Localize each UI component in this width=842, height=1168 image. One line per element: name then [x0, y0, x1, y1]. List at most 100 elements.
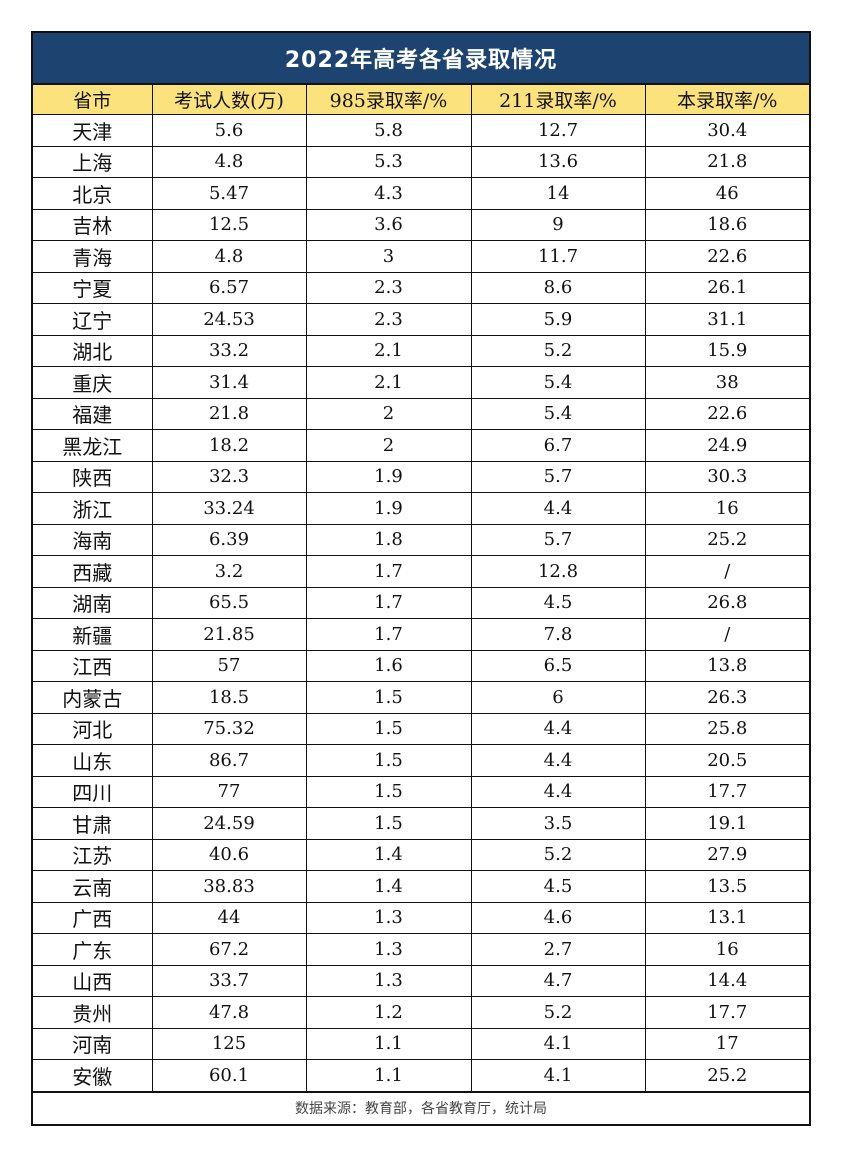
cell-985-rate: 1.6	[305, 649, 472, 682]
cell-examinees: 33.2	[151, 334, 307, 367]
cell-undergrad-rate: 17.7	[644, 996, 809, 1029]
cell-examinees: 44	[151, 901, 307, 934]
cell-undergrad-rate: 38	[644, 366, 809, 399]
cell-province: 贵州	[33, 996, 153, 1029]
cell-examinees: 33.24	[151, 492, 307, 525]
cell-examinees: 33.7	[151, 964, 307, 997]
cell-undergrad-rate: 15.9	[644, 334, 809, 367]
cell-undergrad-rate: 19.1	[644, 807, 809, 840]
cell-211-rate: 5.2	[470, 838, 646, 871]
cell-province: 新疆	[33, 618, 153, 651]
cell-undergrad-rate: /	[644, 555, 809, 588]
table-row: 重庆 31.4 2.1 5.4 38	[33, 366, 809, 399]
cell-examinees: 65.5	[151, 586, 307, 619]
cell-undergrad-rate: 25.2	[644, 523, 809, 556]
cell-211-rate: 4.4	[470, 744, 646, 777]
cell-211-rate: 4.1	[470, 1059, 646, 1092]
cell-undergrad-rate: 13.1	[644, 901, 809, 934]
cell-211-rate: 6	[470, 681, 646, 714]
cell-211-rate: 14	[470, 177, 646, 210]
cell-undergrad-rate: 26.8	[644, 586, 809, 619]
cell-examinees: 77	[151, 775, 307, 808]
cell-province: 山西	[33, 964, 153, 997]
cell-province: 海南	[33, 523, 153, 556]
cell-province: 广西	[33, 901, 153, 934]
table-row: 青海 4.8 3 11.7 22.6	[33, 240, 809, 273]
cell-province: 吉林	[33, 208, 153, 241]
cell-985-rate: 1.1	[305, 1027, 472, 1060]
table-row: 宁夏 6.57 2.3 8.6 26.1	[33, 271, 809, 304]
cell-examinees: 4.8	[151, 145, 307, 178]
cell-province: 黑龙江	[33, 429, 153, 462]
table-row: 陕西 32.3 1.9 5.7 30.3	[33, 460, 809, 493]
cell-undergrad-rate: 14.4	[644, 964, 809, 997]
cell-211-rate: 4.6	[470, 901, 646, 934]
cell-examinees: 32.3	[151, 460, 307, 493]
cell-985-rate: 2.1	[305, 334, 472, 367]
cell-province: 福建	[33, 397, 153, 430]
cell-examinees: 21.8	[151, 397, 307, 430]
cell-province: 山东	[33, 744, 153, 777]
cell-examinees: 5.47	[151, 177, 307, 210]
cell-undergrad-rate: /	[644, 618, 809, 651]
header-985-rate: 985录取率/%	[305, 85, 472, 115]
cell-province: 青海	[33, 240, 153, 273]
cell-examinees: 5.6	[151, 114, 307, 147]
cell-examinees: 60.1	[151, 1059, 307, 1092]
cell-undergrad-rate: 22.6	[644, 240, 809, 273]
cell-211-rate: 12.8	[470, 555, 646, 588]
table-row: 云南 38.83 1.4 4.5 13.5	[33, 870, 809, 903]
table-row: 贵州 47.8 1.2 5.2 17.7	[33, 996, 809, 1029]
cell-province: 北京	[33, 177, 153, 210]
cell-undergrad-rate: 18.6	[644, 208, 809, 241]
table-row: 福建 21.8 2 5.4 22.6	[33, 397, 809, 430]
table-row: 西藏 3.2 1.7 12.8/	[33, 555, 809, 588]
header-row: 省市 考试人数(万) 985录取率/% 211录取率/% 本录取率/%	[33, 85, 809, 115]
table-row: 湖南 65.5 1.7 4.5 26.8	[33, 586, 809, 619]
cell-211-rate: 3.5	[470, 807, 646, 840]
table-row: 浙江 33.24 1.9 4.4 16	[33, 492, 809, 525]
cell-province: 宁夏	[33, 271, 153, 304]
cell-undergrad-rate: 24.9	[644, 429, 809, 462]
table-title: 2022年高考各省录取情况	[33, 33, 809, 85]
table-row: 北京 5.47 4.3 14 46	[33, 177, 809, 210]
cell-undergrad-rate: 26.1	[644, 271, 809, 304]
cell-province: 甘肃	[33, 807, 153, 840]
admission-table-container: 2022年高考各省录取情况 省市 考试人数(万) 985录取率/% 211录取率…	[31, 31, 811, 1126]
table-row: 山西 33.7 1.3 4.7 14.4	[33, 964, 809, 997]
table-row: 江苏 40.6 1.4 5.2 27.9	[33, 838, 809, 871]
cell-211-rate: 4.5	[470, 870, 646, 903]
cell-examinees: 3.2	[151, 555, 307, 588]
table-row: 天津 5.6 5.8 12.7 30.4	[33, 114, 809, 147]
cell-examinees: 67.2	[151, 933, 307, 966]
cell-985-rate: 1.4	[305, 838, 472, 871]
table-row: 黑龙江 18.2 2 6.7 24.9	[33, 429, 809, 462]
cell-985-rate: 1.8	[305, 523, 472, 556]
cell-985-rate: 1.1	[305, 1059, 472, 1092]
cell-211-rate: 5.4	[470, 397, 646, 430]
cell-985-rate: 1.4	[305, 870, 472, 903]
cell-985-rate: 1.9	[305, 492, 472, 525]
table-row: 广西 44 1.3 4.6 13.1	[33, 901, 809, 934]
table-row: 吉林 12.5 3.6 9 18.6	[33, 208, 809, 241]
cell-undergrad-rate: 16	[644, 492, 809, 525]
cell-undergrad-rate: 20.5	[644, 744, 809, 777]
cell-985-rate: 2	[305, 397, 472, 430]
table-row: 海南 6.39 1.8 5.7 25.2	[33, 523, 809, 556]
cell-211-rate: 9	[470, 208, 646, 241]
table-row: 江西 57 1.6 6.5 13.8	[33, 649, 809, 682]
cell-211-rate: 4.1	[470, 1027, 646, 1060]
cell-examinees: 4.8	[151, 240, 307, 273]
cell-province: 湖南	[33, 586, 153, 619]
cell-211-rate: 2.7	[470, 933, 646, 966]
cell-province: 四川	[33, 775, 153, 808]
cell-211-rate: 6.5	[470, 649, 646, 682]
cell-985-rate: 1.7	[305, 555, 472, 588]
cell-undergrad-rate: 22.6	[644, 397, 809, 430]
table-row: 上海 4.8 5.3 13.6 21.8	[33, 145, 809, 178]
table-row: 河南 125 1.1 4.1 17	[33, 1027, 809, 1060]
cell-211-rate: 13.6	[470, 145, 646, 178]
cell-undergrad-rate: 13.5	[644, 870, 809, 903]
cell-undergrad-rate: 30.3	[644, 460, 809, 493]
cell-province: 江西	[33, 649, 153, 682]
